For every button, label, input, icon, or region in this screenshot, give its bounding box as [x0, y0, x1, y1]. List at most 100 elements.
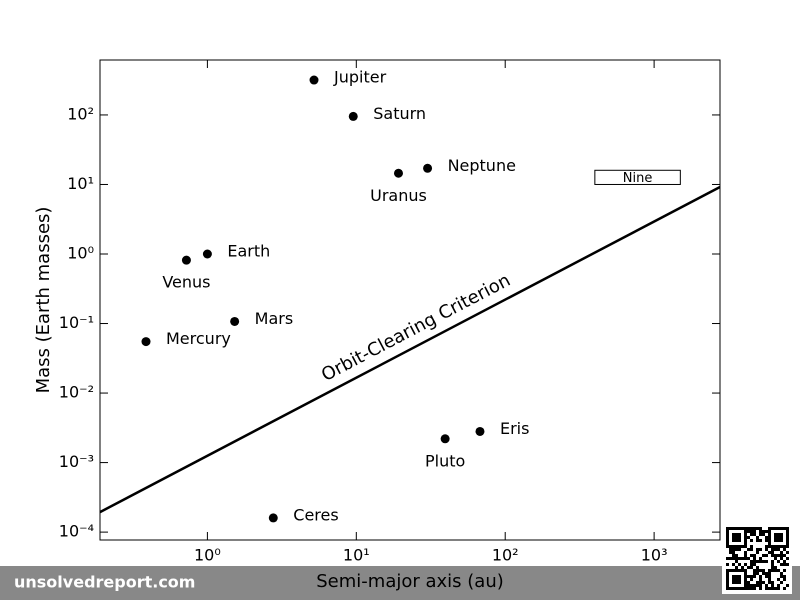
- qr-cell: [735, 533, 738, 536]
- qr-cell: [744, 584, 747, 587]
- qr-cell: [732, 569, 735, 572]
- qr-cell: [768, 581, 771, 584]
- qr-cell: [741, 545, 744, 548]
- qr-cell: [744, 578, 747, 581]
- qr-cell: [750, 578, 753, 581]
- qr-cell: [732, 539, 735, 542]
- qr-cell: [780, 572, 783, 575]
- qr-cell: [744, 539, 747, 542]
- qr-cell: [750, 563, 753, 566]
- plot-frame: [99, 59, 721, 541]
- qr-cell: [768, 536, 771, 539]
- qr-cell: [765, 587, 768, 590]
- qr-cell: [747, 548, 750, 551]
- qr-cell: [750, 554, 753, 557]
- planet-label: Mercury: [166, 329, 231, 348]
- qr-cell: [735, 575, 738, 578]
- qr-cell: [726, 539, 729, 542]
- planet-point: [440, 434, 450, 444]
- qr-cell: [732, 581, 735, 584]
- qr-cell: [783, 527, 786, 530]
- qr-cell: [756, 584, 759, 587]
- qr-cell: [762, 530, 765, 533]
- qr-cell: [756, 551, 759, 554]
- qr-cell: [726, 578, 729, 581]
- planet-point: [230, 316, 240, 326]
- qr-cell: [738, 548, 741, 551]
- planet-point: [181, 255, 191, 265]
- qr-cell: [780, 551, 783, 554]
- y-tick-label: 10⁻³: [59, 452, 94, 471]
- qr-cell: [765, 545, 768, 548]
- qr-cell: [744, 587, 747, 590]
- qr-cell: [726, 557, 729, 560]
- qr-cell: [732, 563, 735, 566]
- qr-cell: [786, 545, 789, 548]
- qr-cell: [726, 563, 729, 566]
- qr-cell: [732, 527, 735, 530]
- qr-cell: [762, 569, 765, 572]
- qr-cell: [726, 569, 729, 572]
- qr-cell: [750, 533, 753, 536]
- qr-cell: [735, 578, 738, 581]
- qr-cell: [744, 575, 747, 578]
- qr-cell: [753, 533, 756, 536]
- qr-cell: [786, 551, 789, 554]
- qr-cell: [732, 548, 735, 551]
- qr-cell: [768, 542, 771, 545]
- qr-cell: [741, 566, 744, 569]
- qr-cell: [744, 551, 747, 554]
- qr-cell: [786, 539, 789, 542]
- qr-cell: [735, 545, 738, 548]
- y-tick-label: 10⁻¹: [59, 313, 94, 332]
- qr-cell: [771, 527, 774, 530]
- qr-cell: [756, 572, 759, 575]
- qr-cell: [783, 554, 786, 557]
- footer-bar: [0, 566, 800, 600]
- qr-cell: [783, 560, 786, 563]
- qr-cell: [726, 536, 729, 539]
- qr-cell: [753, 575, 756, 578]
- qr-cell: [726, 545, 729, 548]
- qr-cell: [768, 539, 771, 542]
- qr-cell: [750, 560, 753, 563]
- planet-point: [393, 168, 403, 178]
- qr-cell: [753, 569, 756, 572]
- qr-cell: [729, 551, 732, 554]
- qr-cell: [750, 587, 753, 590]
- qr-cell: [759, 587, 762, 590]
- qr-cell: [777, 533, 780, 536]
- planet-label: Venus: [162, 273, 210, 292]
- qr-cell: [777, 584, 780, 587]
- qr-cell: [774, 536, 777, 539]
- qr-cell: [744, 542, 747, 545]
- qr-cell: [726, 542, 729, 545]
- qr-cell: [756, 539, 759, 542]
- qr-cell: [726, 572, 729, 575]
- qr-cell: [759, 533, 762, 536]
- qr-cell: [780, 527, 783, 530]
- qr-cell: [762, 572, 765, 575]
- qr-cell: [735, 539, 738, 542]
- qr-cell: [744, 527, 747, 530]
- qr-cell: [771, 566, 774, 569]
- qr-cell: [774, 587, 777, 590]
- qr-cell: [780, 554, 783, 557]
- qr-cell: [762, 581, 765, 584]
- qr-cell: [747, 557, 750, 560]
- qr-cell: [735, 527, 738, 530]
- qr-cell: [726, 584, 729, 587]
- qr-cell: [768, 551, 771, 554]
- qr-cell: [732, 557, 735, 560]
- qr-cell: [744, 557, 747, 560]
- qr-cell: [747, 581, 750, 584]
- qr-cell: [750, 584, 753, 587]
- qr-cell: [774, 545, 777, 548]
- qr-cell: [753, 584, 756, 587]
- planet-label: Mars: [255, 309, 294, 328]
- qr-cell: [777, 560, 780, 563]
- qr-cell: [750, 548, 753, 551]
- qr-cell: [777, 587, 780, 590]
- qr-cell: [762, 560, 765, 563]
- qr-cell: [741, 527, 744, 530]
